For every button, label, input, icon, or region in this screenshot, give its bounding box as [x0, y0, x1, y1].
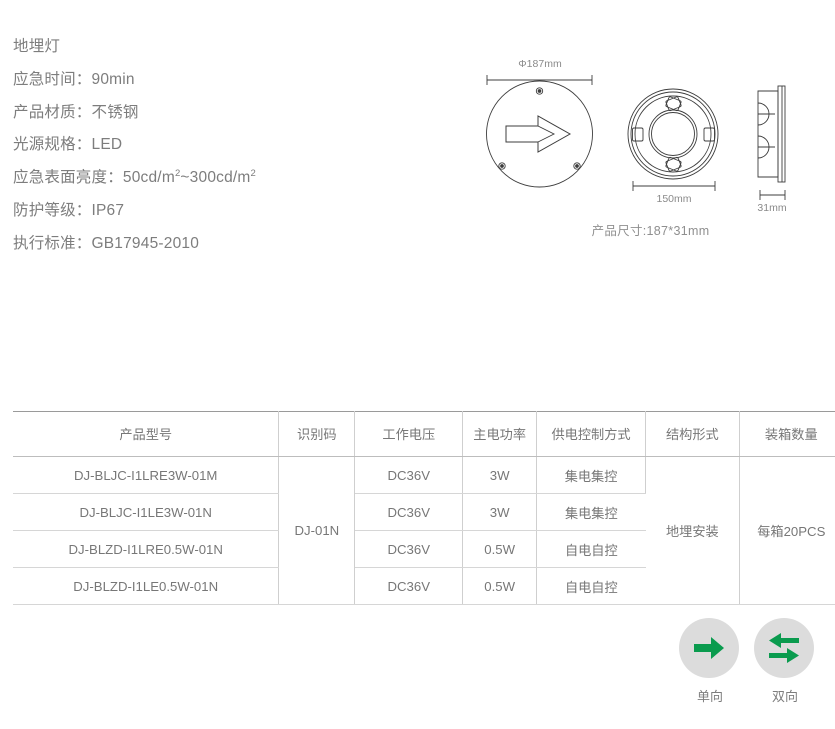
product-size-caption: 产品尺寸:187*31mm — [591, 224, 710, 238]
cell-voltage: DC36V — [354, 456, 464, 494]
badge-circle-bidirectional — [754, 618, 814, 678]
spec-surface-brightness: 应急表面亮度：50cd/m2~300cd/m2 — [13, 162, 453, 195]
table-header-packing: 装箱数量 — [739, 411, 835, 457]
cell-control: 集电集控 — [536, 456, 647, 494]
spec-protection-level: 防护等级：IP67 — [13, 201, 125, 219]
screw-hole-group — [498, 87, 581, 170]
cell-voltage: DC36V — [354, 567, 464, 605]
table-header-code: 识别码 — [278, 411, 356, 457]
cell-control: 集电集控 — [536, 493, 646, 531]
product-title: 地埋灯 — [13, 38, 61, 55]
cell-voltage: DC36V — [354, 530, 464, 568]
cell-model: DJ-BLJC-I1LRE3W-01M — [13, 456, 280, 494]
cell-power: 0.5W — [462, 530, 538, 568]
cell-model: DJ-BLZD-I1LRE0.5W-01N — [13, 530, 280, 568]
badge-label-unidirectional: 单向 — [696, 689, 723, 704]
table-row: DJ-BLJC-I1LE3W-01N DC36V 3W 集电集控 — [13, 493, 835, 531]
product-diagram-area: Φ187mm 150mm 31mm — [470, 58, 830, 253]
direction-badges: 单向 双向 — [668, 618, 828, 718]
cell-control: 自电自控 — [536, 530, 646, 568]
table-header-structure: 结构形式 — [645, 411, 740, 457]
arrow-bidirectional-icon — [769, 633, 799, 663]
side-view-dimension-label: 31mm — [757, 202, 787, 214]
cell-structure-form: 地埋安装 — [645, 456, 740, 605]
badge-circle-unidirectional — [679, 618, 739, 678]
back-view-dimension-label: 150mm — [656, 193, 692, 205]
brightness-sup-2: 2 — [250, 168, 257, 180]
cell-power: 3W — [462, 456, 538, 494]
cell-model: DJ-BLJC-I1LE3W-01N — [13, 493, 280, 531]
cell-control: 自电自控 — [536, 567, 646, 605]
product-drawings-svg — [486, 75, 786, 200]
table-row: DJ-BLJC-I1LRE3W-01M DJ-01N DC36V 3W 集电集控… — [13, 456, 835, 605]
product-specification-block: 地埋灯 应急时间：90min 产品材质：不锈钢 光源规格：LED 应急表面亮度：… — [13, 31, 453, 261]
led-slot-group — [632, 96, 715, 172]
cell-power: 0.5W — [462, 567, 538, 605]
brightness-prefix: 应急表面亮度：50cd/m — [13, 169, 175, 187]
product-specification-table: 产品型号 识别码 工作电压 主电功率 供电控制方式 结构形式 装箱数量 DJ-B… — [13, 411, 835, 605]
spec-light-source: 光源规格：LED — [13, 136, 123, 154]
badge-label-bidirectional: 双向 — [771, 689, 798, 704]
cell-voltage: DC36V — [354, 493, 464, 531]
table-header-row: 产品型号 识别码 工作电压 主电功率 供电控制方式 结构形式 装箱数量 — [13, 411, 835, 457]
table-header-model: 产品型号 — [13, 411, 280, 457]
badge-bidirectional[interactable]: 双向 — [754, 618, 816, 705]
table-header-control: 供电控制方式 — [536, 411, 647, 457]
cell-power: 3W — [462, 493, 538, 531]
arrow-right-icon — [694, 637, 724, 659]
spec-material: 产品材质：不锈钢 — [13, 103, 139, 121]
brightness-sup-1: 2 — [174, 168, 181, 180]
cell-model: DJ-BLZD-I1LE0.5W-01N — [13, 567, 280, 605]
cell-identification-code: DJ-01N — [278, 456, 356, 605]
badge-unidirectional[interactable]: 单向 — [679, 618, 741, 705]
product-size-caption-wrap: 产品尺寸:187*31mm — [518, 220, 783, 239]
table-row: DJ-BLZD-I1LRE0.5W-01N DC36V 0.5W 自电自控 — [13, 530, 835, 568]
table-header-power: 主电功率 — [462, 411, 538, 457]
table-header-voltage: 工作电压 — [354, 411, 464, 457]
spec-emergency-time: 应急时间：90min — [13, 70, 135, 88]
table-row: DJ-BLZD-I1LE0.5W-01N DC36V 0.5W 自电自控 — [13, 567, 835, 605]
cell-packing-quantity: 每箱20PCS — [739, 456, 835, 605]
front-view-dimension-label: Φ187mm — [518, 58, 562, 70]
spec-standard: 执行标准：GB17945-2010 — [13, 234, 200, 252]
brightness-mid: ~300cd/m — [180, 169, 251, 187]
